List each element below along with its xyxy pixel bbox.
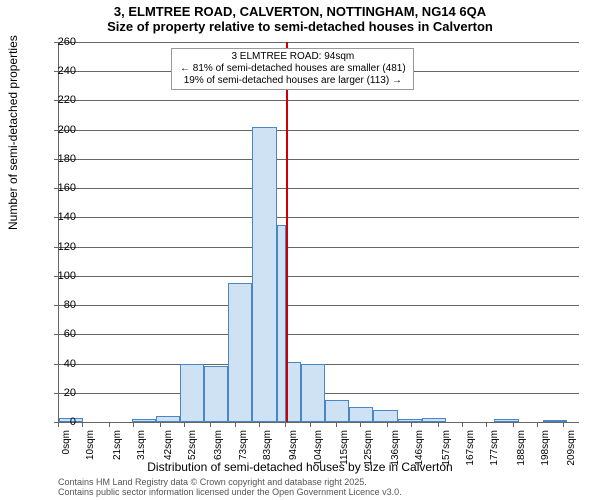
footer-line2: Contains public sector information licen… [58, 488, 402, 498]
title-block: 3, ELMTREE ROAD, CALVERTON, NOTTINGHAM, … [0, 0, 600, 34]
gridline [59, 217, 579, 218]
x-tick-mark [184, 422, 185, 427]
gridline [59, 188, 579, 189]
gridline [59, 159, 579, 160]
x-tick-mark [58, 422, 59, 427]
y-tick-label: 80 [46, 299, 76, 311]
annot-line2: ← 81% of semi-detached houses are smalle… [176, 63, 409, 75]
title-line1: 3, ELMTREE ROAD, CALVERTON, NOTTINGHAM, … [0, 4, 600, 19]
gridline [59, 130, 579, 131]
reference-line [286, 42, 288, 422]
histogram-bar [228, 283, 252, 422]
histogram-bar [301, 364, 325, 422]
x-tick-mark [259, 422, 260, 427]
histogram-bar [325, 400, 349, 422]
annot-line3: 19% of semi-detached houses are larger (… [176, 75, 409, 87]
x-tick-mark [411, 422, 412, 427]
annot-line1: 3 ELMTREE ROAD: 94sqm [176, 51, 409, 63]
annotation-box: 3 ELMTREE ROAD: 94sqm← 81% of semi-detac… [171, 48, 414, 90]
y-tick-label: 220 [46, 94, 76, 106]
histogram-bar [132, 419, 156, 422]
x-tick-mark [513, 422, 514, 427]
x-tick-mark [160, 422, 161, 427]
y-tick-label: 160 [46, 182, 76, 194]
histogram-bar [494, 419, 518, 422]
chart-container: 3, ELMTREE ROAD, CALVERTON, NOTTINGHAM, … [0, 0, 600, 500]
x-tick-label: 94sqm [288, 430, 299, 460]
x-tick-mark [462, 422, 463, 427]
x-tick-mark [336, 422, 337, 427]
x-tick-label: 52sqm [187, 430, 198, 460]
x-tick-mark [310, 422, 311, 427]
x-axis-label: Distribution of semi-detached houses by … [0, 460, 600, 474]
x-tick-mark [387, 422, 388, 427]
gridline [59, 247, 579, 248]
histogram-bar [180, 364, 204, 422]
gridline [59, 305, 579, 306]
x-tick-label: 0sqm [61, 430, 72, 454]
plot-area: 3 ELMTREE ROAD: 94sqm← 81% of semi-detac… [58, 42, 579, 423]
y-tick-label: 60 [46, 328, 76, 340]
histogram-bar [204, 366, 228, 422]
x-tick-mark [109, 422, 110, 427]
histogram-bar [398, 419, 422, 422]
y-tick-label: 240 [46, 65, 76, 77]
y-tick-label: 100 [46, 270, 76, 282]
y-tick-label: 120 [46, 241, 76, 253]
x-tick-label: 42sqm [163, 430, 174, 460]
x-tick-label: 63sqm [213, 430, 224, 460]
y-tick-label: 200 [46, 124, 76, 136]
histogram-bar [286, 362, 301, 422]
y-axis-label: Number of semi-detached properties [6, 35, 20, 230]
x-tick-mark [210, 422, 211, 427]
x-tick-mark [486, 422, 487, 427]
title-line2: Size of property relative to semi-detach… [0, 19, 600, 34]
x-tick-mark [537, 422, 538, 427]
x-tick-mark [82, 422, 83, 427]
gridline [59, 100, 579, 101]
y-tick-label: 40 [46, 358, 76, 370]
x-tick-label: 31sqm [136, 430, 147, 460]
x-tick-label: 21sqm [112, 430, 123, 460]
y-tick-label: 140 [46, 211, 76, 223]
gridline [59, 42, 579, 43]
histogram-bar [252, 127, 276, 422]
histogram-bar [422, 418, 446, 422]
x-tick-label: 73sqm [238, 430, 249, 460]
x-tick-mark [235, 422, 236, 427]
x-tick-mark [133, 422, 134, 427]
x-tick-mark [438, 422, 439, 427]
gridline [59, 334, 579, 335]
y-tick-label: 20 [46, 387, 76, 399]
y-tick-label: 0 [46, 416, 76, 428]
x-tick-label: 10sqm [85, 430, 96, 460]
x-tick-mark [285, 422, 286, 427]
x-tick-mark [360, 422, 361, 427]
x-tick-label: 83sqm [262, 430, 273, 460]
x-tick-mark [563, 422, 564, 427]
y-tick-label: 260 [46, 36, 76, 48]
footer: Contains HM Land Registry data © Crown c… [58, 478, 402, 498]
histogram-bar [373, 410, 397, 422]
y-tick-label: 180 [46, 153, 76, 165]
histogram-bar [349, 407, 373, 422]
histogram-bar [277, 225, 287, 422]
gridline [59, 276, 579, 277]
